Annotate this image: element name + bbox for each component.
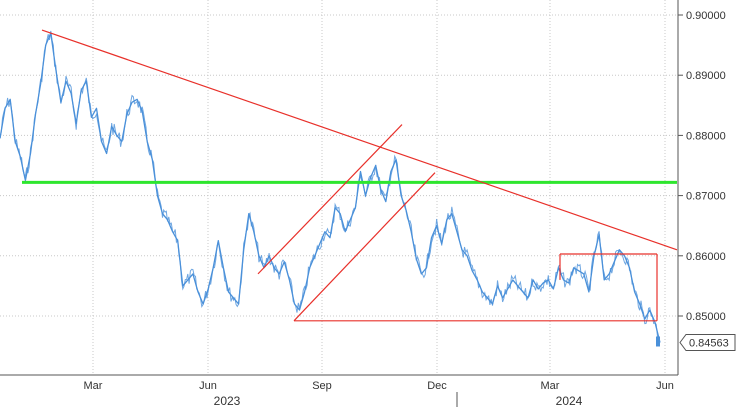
last-value-box: [679, 333, 736, 351]
y-tick-label: 0.86000: [686, 251, 726, 263]
axes: [0, 0, 683, 407]
x-tick-label: Jun: [199, 380, 217, 392]
axis-labels: 0.85000 0.86000 0.87000 0.88000 0.89000 0.900…: [84, 10, 736, 407]
x-tick-label: Jun: [656, 380, 674, 392]
annotation-lines: [22, 29, 678, 347]
price-series: [0, 30, 661, 343]
y-tick-label: 0.90000: [686, 10, 726, 22]
y-tick-label: 0.85000: [686, 311, 726, 323]
last-value-callout: 0.84563: [679, 333, 736, 351]
year-label: 2024: [556, 394, 583, 407]
year-label: 2023: [214, 394, 241, 407]
y-tick-label: 0.87000: [686, 191, 726, 203]
gridlines: [0, 0, 678, 375]
x-tick-label: Mar: [84, 380, 103, 392]
last-value-bar: [656, 336, 660, 347]
channel-upper: [257, 124, 403, 275]
y-tick-label: 0.89000: [686, 70, 726, 82]
x-tick-label: Sep: [312, 380, 332, 392]
x-tick-label: Dec: [427, 380, 447, 392]
last-value-text: 0.84563: [689, 337, 729, 349]
channel-lower: [309, 172, 436, 305]
range-floor-join: [293, 303, 311, 322]
trendline-descending: [41, 29, 678, 251]
price-line: [0, 32, 661, 343]
x-tick-label: Mar: [541, 380, 560, 392]
price-noise: [0, 30, 660, 342]
y-tick-label: 0.88000: [686, 130, 726, 142]
plot-background: [0, 0, 678, 375]
